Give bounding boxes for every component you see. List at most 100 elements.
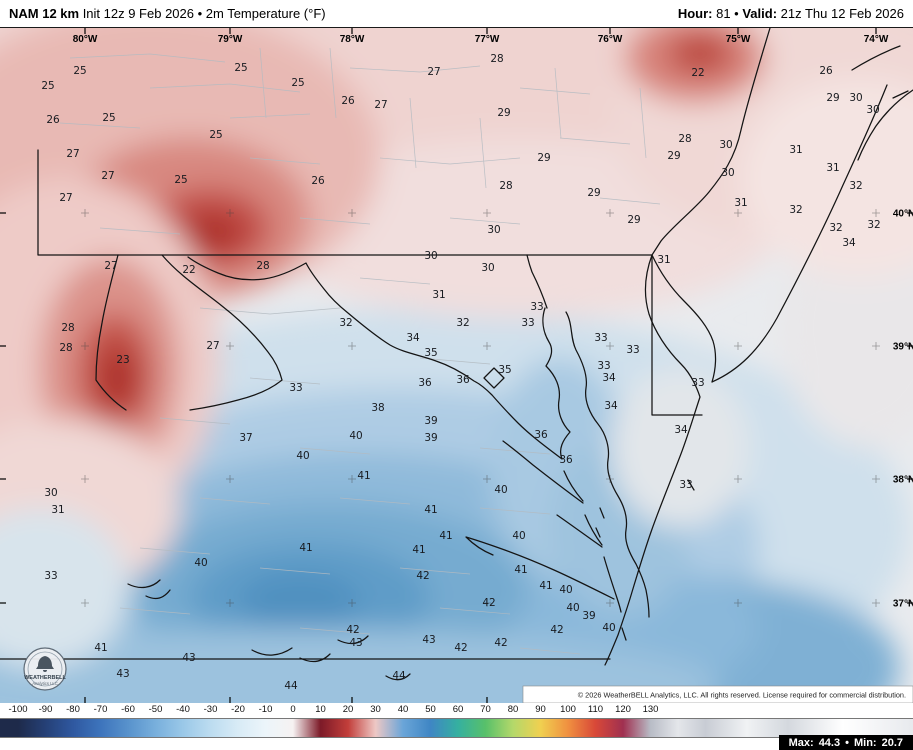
colorbar-tick-label: -30 [203, 704, 218, 715]
temp-value-label: 32 [849, 180, 862, 192]
temp-value-label: 30 [866, 104, 879, 116]
colorbar-tick-label: -100 [8, 704, 28, 715]
longitude-label: 78°W [340, 34, 365, 45]
temp-value-label: 30 [44, 487, 57, 499]
temp-value-label: 29 [667, 150, 680, 162]
temp-value-label: 25 [234, 62, 247, 74]
valid-value: 21z Thu 12 Feb 2026 [777, 6, 904, 21]
temp-value-label: 42 [454, 642, 467, 654]
temp-value-label: 25 [102, 112, 115, 124]
model-name: NAM 12 km [9, 6, 80, 21]
temp-value-label: 26 [341, 95, 355, 107]
temp-value-label: 41 [514, 564, 527, 576]
colorbar-tick-label: -70 [93, 704, 108, 715]
temp-value-label: 27 [66, 148, 79, 160]
temp-value-label: 29 [826, 92, 839, 104]
colorbar-tick-label: 20 [342, 704, 354, 715]
temp-value-label: 26 [46, 114, 60, 126]
temp-value-label: 43 [349, 637, 362, 649]
state-borders [0, 149, 703, 660]
max-value: 44.3 [818, 736, 841, 749]
temp-value-label: 39 [424, 415, 437, 427]
dc-marker [483, 367, 505, 389]
temp-value-label: 34 [406, 332, 420, 344]
longitude-label: 75°W [726, 34, 751, 45]
temp-value-label: 25 [41, 80, 54, 92]
temp-value-label: 41 [357, 470, 370, 482]
colorbar-tick-label: -40 [176, 704, 190, 715]
temp-value-label: 33 [597, 360, 610, 372]
temp-value-label: 41 [439, 530, 452, 542]
latitude-label: 40°N [893, 209, 913, 220]
temp-value-label: 41 [94, 642, 107, 654]
temp-value-label: 41 [412, 544, 425, 556]
coastline-borders [95, 28, 913, 681]
temp-value-label: 31 [432, 289, 445, 301]
temp-value-label: 31 [789, 144, 802, 156]
temp-value-label: 30 [487, 224, 500, 236]
temp-value-label: 43 [422, 634, 435, 646]
temp-value-label: 27 [101, 170, 114, 182]
temp-value-label: 33 [594, 332, 607, 344]
temp-value-label: 28 [61, 322, 74, 334]
temp-value-label: 32 [789, 204, 802, 216]
copyright-strip: © 2026 WeatherBELL Analytics, LLC. All r… [522, 685, 913, 703]
temp-value-label: 30 [721, 167, 734, 179]
temp-value-label: 22 [182, 264, 195, 276]
temp-value-label: 27 [374, 99, 387, 111]
temp-value-label: 33 [626, 344, 639, 356]
temp-value-label: 40 [296, 450, 309, 462]
min-label: Min: [853, 736, 877, 749]
temp-value-label: 43 [182, 652, 195, 664]
temp-value-label: 28 [678, 133, 691, 145]
colorbar-tick-label: 80 [507, 704, 519, 715]
max-label: Max: [788, 736, 814, 749]
temp-value-label: 33 [44, 570, 57, 582]
weatherbell-logo: WEATHERBELL Analytics LLC [23, 647, 67, 691]
colorbar-tick-label: -80 [66, 704, 80, 715]
valid-label: Valid: [742, 6, 778, 21]
latitude-label: 38°N [893, 475, 913, 486]
temp-value-label: 29 [627, 214, 640, 226]
temp-value-label: 27 [427, 66, 440, 78]
colorbar-tick-label: 130 [642, 704, 659, 715]
latitude-label: 37°N [893, 599, 913, 610]
colorbar-tick-label: -20 [231, 704, 245, 715]
init-and-parameter: Init 12z 9 Feb 2026 • 2m Temperature (°F… [79, 6, 326, 21]
temp-value-label: 32 [867, 219, 880, 231]
temp-value-label: 25 [73, 65, 86, 77]
temp-value-label: 22 [691, 67, 704, 79]
temp-value-label: 30 [424, 250, 437, 262]
min-value: 20.7 [881, 736, 903, 749]
temp-value-label: 41 [424, 504, 437, 516]
model-run-info: NAM 12 km Init 12z 9 Feb 2026 • 2m Tempe… [9, 6, 326, 21]
temp-value-label: 33 [691, 377, 704, 389]
colorbar-tick-label: -50 [148, 704, 163, 715]
temp-value-label: 35 [498, 364, 511, 376]
colorbar-tick-label: 110 [587, 704, 604, 715]
temp-value-label: 34 [604, 400, 618, 412]
logo-subtext: Analytics LLC [32, 681, 58, 686]
hour-value: 81 [712, 6, 735, 21]
temperature-value-labels: 25 25 26 25 27 27 27 25 25 25 25 26 27 26 27 28 29 29 28 29… [41, 53, 880, 692]
temp-value-label: 40 [566, 602, 579, 614]
temp-value-label: 39 [424, 432, 437, 444]
temp-value-label: 37 [239, 432, 252, 444]
longitude-label: 76°W [598, 34, 623, 45]
temp-value-label: 23 [116, 354, 129, 366]
weather-map: 80°W 79°W 78°W 77°W 76°W 75°W 74°W 40°N 39°N 38°N… [0, 28, 913, 703]
temp-value-label: 43 [116, 668, 129, 680]
temp-value-label: 42 [550, 624, 563, 636]
temp-value-label: 39 [582, 610, 595, 622]
temp-value-label: 30 [719, 139, 732, 151]
colorbar-tick-label: 120 [615, 704, 631, 715]
temp-value-label: 31 [826, 162, 839, 174]
temperature-shading [0, 28, 913, 703]
temp-value-label: 44 [392, 670, 406, 682]
temp-value-label: 44 [284, 680, 298, 692]
longitude-label: 74°W [864, 34, 889, 45]
logo-text: WEATHERBELL [24, 675, 66, 681]
temp-value-label: 27 [104, 260, 117, 272]
temp-value-label: 42 [416, 570, 429, 582]
temp-value-label: 29 [497, 107, 510, 119]
